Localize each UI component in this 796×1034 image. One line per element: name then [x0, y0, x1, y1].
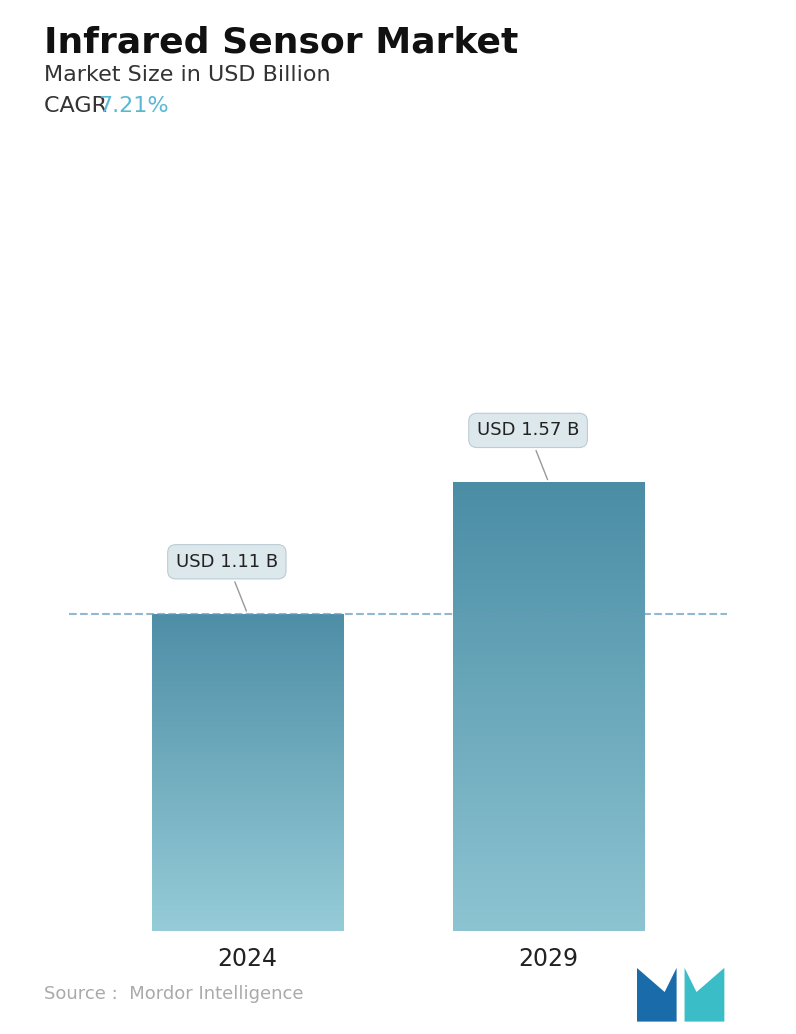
- Text: CAGR: CAGR: [44, 96, 114, 116]
- Text: Source :  Mordor Intelligence: Source : Mordor Intelligence: [44, 985, 303, 1003]
- Text: USD 1.11 B: USD 1.11 B: [176, 553, 278, 611]
- Text: Infrared Sensor Market: Infrared Sensor Market: [44, 26, 518, 60]
- Text: Market Size in USD Billion: Market Size in USD Billion: [44, 65, 330, 85]
- Polygon shape: [637, 968, 677, 1022]
- Text: USD 1.57 B: USD 1.57 B: [477, 422, 579, 480]
- Polygon shape: [685, 968, 724, 1022]
- Text: 7.21%: 7.21%: [98, 96, 169, 116]
